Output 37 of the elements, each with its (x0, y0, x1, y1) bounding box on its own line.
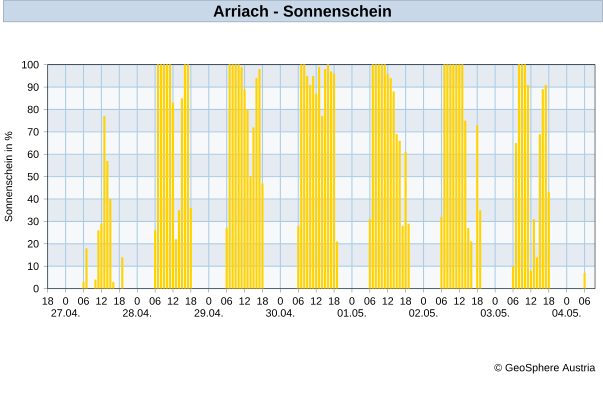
x-tick-label: 18 (114, 297, 125, 305)
x-tick-label: 18 (42, 297, 54, 305)
y-axis-title: Sonnenschein in % (4, 132, 12, 222)
x-tick-label: 18 (472, 297, 483, 305)
y-tick-label: 20 (28, 240, 39, 248)
x-tick-label: 06 (436, 297, 447, 305)
x-tick-label: 12 (526, 297, 536, 305)
x-tick-label: 06 (292, 297, 304, 305)
x-tick-label: 06 (364, 297, 376, 305)
x-tick-label: 18 (400, 297, 412, 305)
x-tick-label: 12 (311, 297, 322, 305)
y-tick-label: 80 (28, 106, 39, 114)
y-tick-label: 90 (28, 83, 39, 91)
x-tick-label: 06 (150, 297, 161, 305)
x-tick-label: 12 (168, 297, 178, 305)
x-tick-label: 18 (544, 297, 554, 305)
x-tick-label: 12 (239, 297, 250, 305)
y-tick-label: 10 (28, 262, 39, 270)
x-tick-label: 18 (328, 297, 340, 305)
x-tick-label: 18 (257, 297, 268, 305)
x-tick-label: 06 (579, 297, 590, 305)
y-tick-label: 0 (34, 284, 39, 292)
y-tick-label: 30 (28, 218, 39, 226)
y-tick-label: 70 (28, 128, 39, 136)
y-tick-label: 100 (22, 60, 39, 68)
x-tick-label: 06 (78, 297, 89, 305)
y-tick-label: 60 (28, 150, 39, 158)
y-tick-label: 50 (28, 172, 39, 180)
chart-title: Arriach - Sonnenschein (214, 5, 391, 17)
x-tick-label: 06 (508, 297, 518, 305)
x-tick-label: 06 (221, 297, 232, 305)
x-tick-label: 12 (454, 297, 465, 305)
x-tick-label: 12 (96, 297, 107, 305)
x-tick-label: 12 (382, 297, 394, 305)
text: © GeoSphere Austria (494, 364, 596, 374)
x-tick-label: 18 (186, 297, 196, 305)
y-tick-label: 40 (27, 195, 39, 203)
